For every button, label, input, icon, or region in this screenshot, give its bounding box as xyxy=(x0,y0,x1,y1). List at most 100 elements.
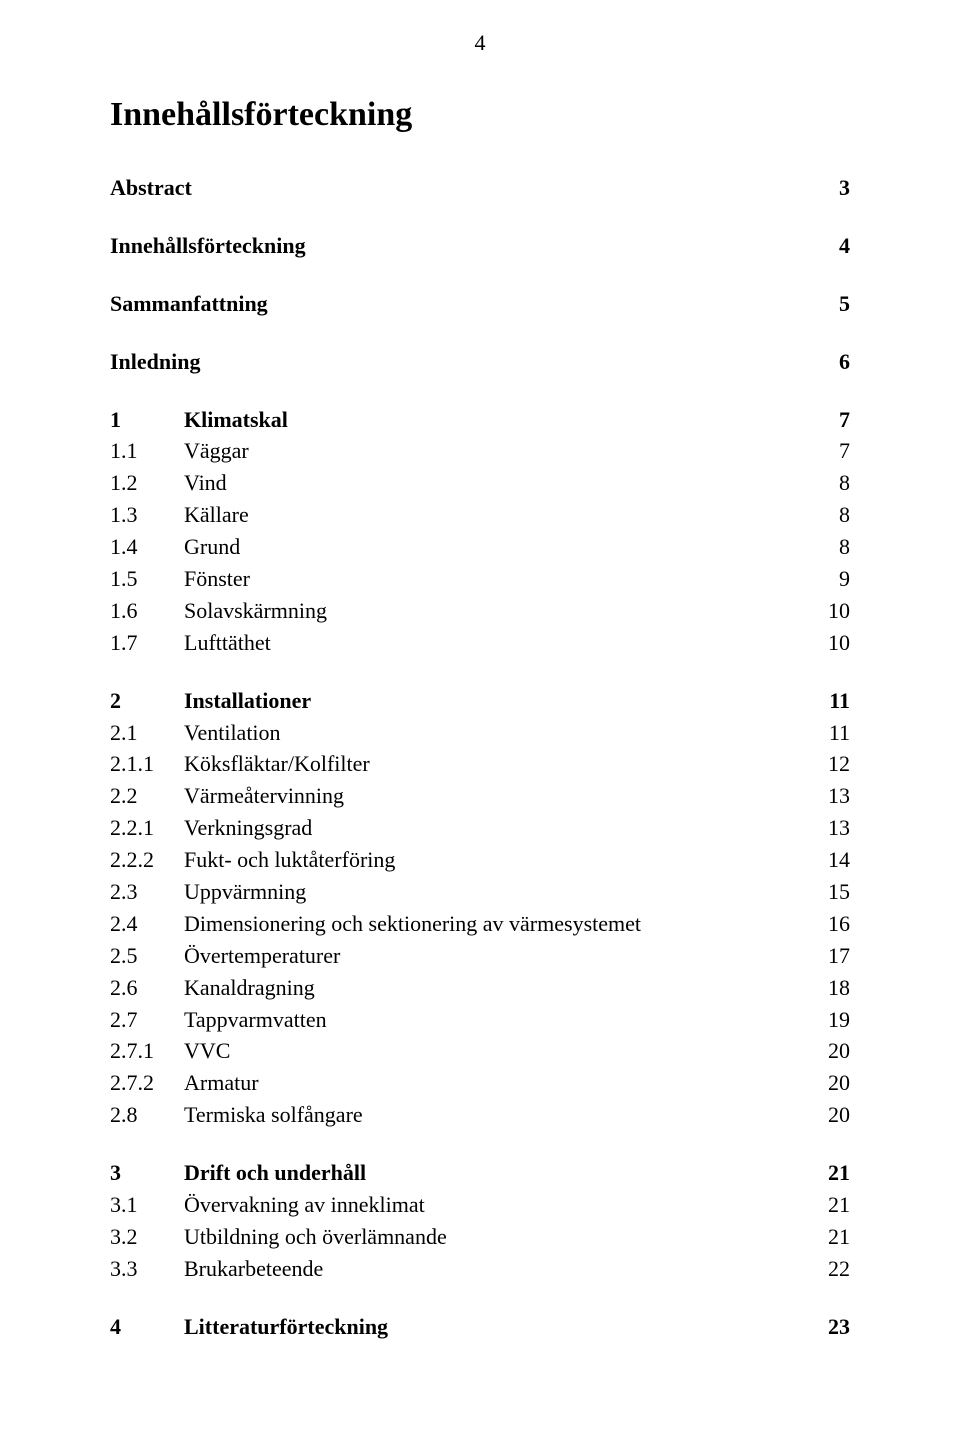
toc-row: 3.2Utbildning och överlämnande21 xyxy=(110,1221,850,1253)
toc-row-label: Armatur xyxy=(184,1067,806,1099)
toc-row-page: 8 xyxy=(806,531,850,563)
page-number: 4 xyxy=(110,30,850,56)
toc-row: 1.7Lufttäthet10 xyxy=(110,627,850,659)
toc-row-number: 2.5 xyxy=(110,940,184,972)
toc-row-label: Grund xyxy=(184,531,806,563)
toc-row-page: 21 xyxy=(806,1157,850,1189)
toc-row-page: 13 xyxy=(806,780,850,812)
toc-row-page: 15 xyxy=(806,876,850,908)
toc-row-page: 5 xyxy=(806,288,850,320)
toc-row-label: Installationer xyxy=(184,685,806,717)
toc-row-label: Uppvärmning xyxy=(184,876,806,908)
toc-block: 2Installationer112.1Ventilation112.1.1Kö… xyxy=(110,685,850,1131)
toc-row: 3.3Brukarbeteende22 xyxy=(110,1253,850,1285)
toc-row: 2.6Kanaldragning18 xyxy=(110,972,850,1004)
toc-row-label: Utbildning och överlämnande xyxy=(184,1221,806,1253)
toc-row-number: 1.2 xyxy=(110,467,184,499)
toc-row: 2.2Värmeåtervinning13 xyxy=(110,780,850,812)
toc-row-number: 3.2 xyxy=(110,1221,184,1253)
toc-row-number: 3.3 xyxy=(110,1253,184,1285)
toc-row-number: 1.3 xyxy=(110,499,184,531)
toc-row-label: Innehållsförteckning xyxy=(110,230,806,262)
toc-row: 3.1Övervakning av inneklimat21 xyxy=(110,1189,850,1221)
toc-row: 1.1Väggar7 xyxy=(110,435,850,467)
toc-row-label: Köksfläktar/Kolfilter xyxy=(184,748,806,780)
toc-row-page: 16 xyxy=(806,908,850,940)
toc-row-label: Fukt- och luktåterföring xyxy=(184,844,806,876)
toc-row-number: 1.6 xyxy=(110,595,184,627)
toc-row: 2.7.2Armatur20 xyxy=(110,1067,850,1099)
toc-row-page: 20 xyxy=(806,1067,850,1099)
toc-row-number: 2.7.2 xyxy=(110,1067,184,1099)
toc-row-number: 2.2.2 xyxy=(110,844,184,876)
toc-row-number: 2.7 xyxy=(110,1004,184,1036)
toc-row-label: Litteraturförteckning xyxy=(184,1311,806,1343)
toc-row-number: 2.1.1 xyxy=(110,748,184,780)
toc-row-number: 2.3 xyxy=(110,876,184,908)
toc-row-number: 1 xyxy=(110,404,184,436)
toc-row-label: Brukarbeteende xyxy=(184,1253,806,1285)
toc-row-label: Solavskärmning xyxy=(184,595,806,627)
toc-row-page: 11 xyxy=(806,685,850,717)
toc-row-page: 4 xyxy=(806,230,850,262)
toc-row: 1.2Vind8 xyxy=(110,467,850,499)
toc-row: Innehållsförteckning4 xyxy=(110,230,850,262)
toc-row: Sammanfattning5 xyxy=(110,288,850,320)
toc-row-label: Övervakning av inneklimat xyxy=(184,1189,806,1221)
toc-row-page: 17 xyxy=(806,940,850,972)
toc-row-number: 2.1 xyxy=(110,717,184,749)
toc-block: Sammanfattning5 xyxy=(110,288,850,320)
toc-row-label: Tappvarmvatten xyxy=(184,1004,806,1036)
toc-row-number: 2.6 xyxy=(110,972,184,1004)
toc-row-page: 21 xyxy=(806,1221,850,1253)
toc-row-label: Vind xyxy=(184,467,806,499)
toc-row-number: 3 xyxy=(110,1157,184,1189)
toc-row: 2.7.1VVC20 xyxy=(110,1035,850,1067)
toc-row: Inledning6 xyxy=(110,346,850,378)
toc-block: 1Klimatskal71.1Väggar71.2Vind81.3Källare… xyxy=(110,404,850,659)
toc-row: 2.2.1Verkningsgrad13 xyxy=(110,812,850,844)
toc-row-page: 21 xyxy=(806,1189,850,1221)
toc-row-page: 7 xyxy=(806,435,850,467)
toc-row: 4Litteraturförteckning23 xyxy=(110,1311,850,1343)
toc-row: 1.4Grund8 xyxy=(110,531,850,563)
toc-row-number: 1.1 xyxy=(110,435,184,467)
toc-row-number: 1.4 xyxy=(110,531,184,563)
toc-row-label: Sammanfattning xyxy=(110,288,806,320)
toc-row: 2.8Termiska solfångare20 xyxy=(110,1099,850,1131)
toc-row-page: 9 xyxy=(806,563,850,595)
toc-row: 1.6Solavskärmning10 xyxy=(110,595,850,627)
toc-row-number: 2.2 xyxy=(110,780,184,812)
toc-block: Innehållsförteckning4 xyxy=(110,230,850,262)
document-page: 4 Innehållsförteckning Abstract3Innehåll… xyxy=(0,0,960,1429)
toc-row-label: Ventilation xyxy=(184,717,806,749)
toc-row-page: 23 xyxy=(806,1311,850,1343)
toc-row: 1.3Källare8 xyxy=(110,499,850,531)
toc-row-label: Väggar xyxy=(184,435,806,467)
toc-row: 2Installationer11 xyxy=(110,685,850,717)
toc-row-page: 7 xyxy=(806,404,850,436)
toc-row: 1Klimatskal7 xyxy=(110,404,850,436)
toc-block: Inledning6 xyxy=(110,346,850,378)
toc-block: Abstract3 xyxy=(110,172,850,204)
toc-row-number: 2.8 xyxy=(110,1099,184,1131)
toc-row-number: 1.5 xyxy=(110,563,184,595)
toc-row-page: 14 xyxy=(806,844,850,876)
toc-row-label: Termiska solfångare xyxy=(184,1099,806,1131)
toc-row-label: Värmeåtervinning xyxy=(184,780,806,812)
toc-row-label: Fönster xyxy=(184,563,806,595)
toc-row-page: 20 xyxy=(806,1099,850,1131)
toc-row-label: VVC xyxy=(184,1035,806,1067)
toc-row-number: 2.4 xyxy=(110,908,184,940)
toc-row: 2.4Dimensionering och sektionering av vä… xyxy=(110,908,850,940)
toc-row-page: 8 xyxy=(806,467,850,499)
toc-row-label: Abstract xyxy=(110,172,806,204)
toc-block: 3Drift och underhåll213.1Övervakning av … xyxy=(110,1157,850,1285)
toc-row: Abstract3 xyxy=(110,172,850,204)
toc-row: 2.1Ventilation11 xyxy=(110,717,850,749)
toc-row-label: Kanaldragning xyxy=(184,972,806,1004)
toc-row-page: 10 xyxy=(806,595,850,627)
toc-row: 2.7Tappvarmvatten19 xyxy=(110,1004,850,1036)
toc-row-number: 1.7 xyxy=(110,627,184,659)
toc-row-page: 18 xyxy=(806,972,850,1004)
